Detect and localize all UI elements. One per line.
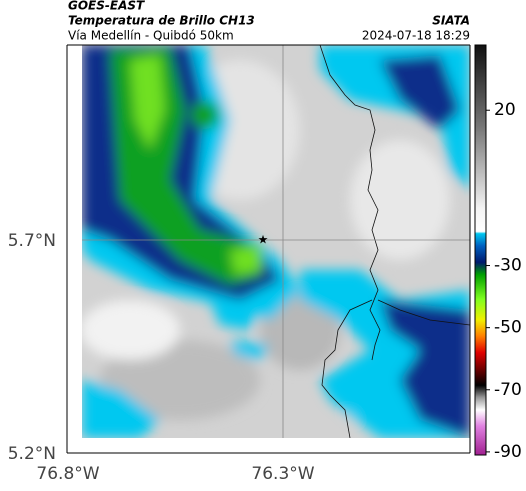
axes [66,44,471,454]
timestamp: 2024-07-18 18:29 [362,29,470,43]
title: Temperatura de Brillo CH13 [68,14,255,28]
colorbar-tick-label: -50 [494,318,522,338]
lat-tick-label: 5.7°N [8,231,56,251]
colorbar-tick-label: -90 [494,442,522,462]
city-marker: ★ [258,233,269,247]
lon-tick-label: 76.8°W [36,464,99,484]
borders [319,45,470,438]
org: SIATA [432,14,470,28]
lat-tick-label: 5.2°N [8,444,56,464]
subtitle: Vía Medellín - Quibdó 50km [68,29,234,43]
colorbar-tick-label: -70 [494,380,522,400]
colorbar-tick-label: -30 [494,256,522,276]
colorbar-ticks: 20 -30 -50 -70 -90 [486,100,522,462]
satellite-image: ★ [82,45,470,438]
colorbar-tick-label: 20 [494,100,516,120]
colorbar [474,44,487,456]
source: GOES-EAST [68,0,145,13]
lon-tick-label: 76.3°W [251,464,314,484]
